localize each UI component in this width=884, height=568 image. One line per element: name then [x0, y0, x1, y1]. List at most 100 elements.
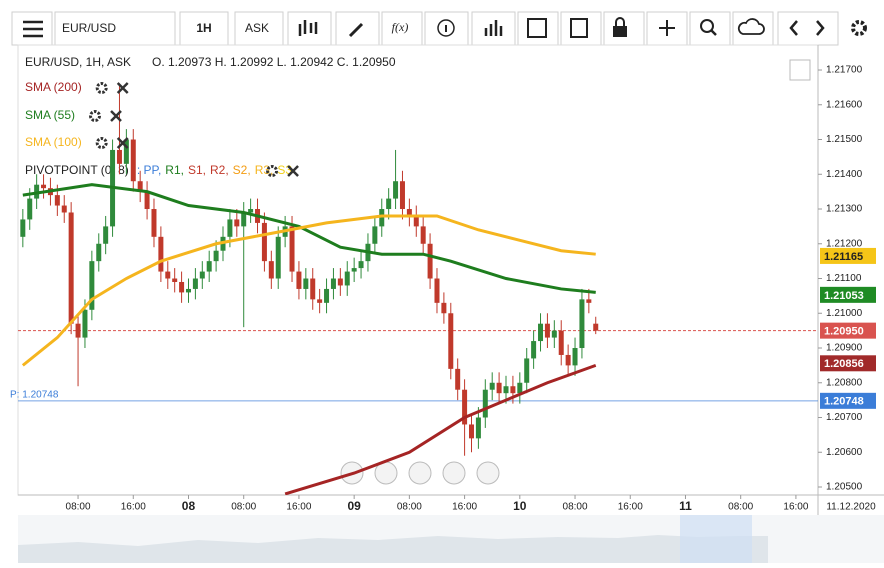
- candle-body: [517, 382, 523, 394]
- calendar-icon: [527, 18, 547, 38]
- zoom-icon: [710, 29, 717, 36]
- navigator-window[interactable]: [680, 515, 752, 563]
- zoom-button[interactable]: [689, 11, 731, 46]
- sma-line: [22, 183, 596, 294]
- candle-body: [165, 271, 171, 279]
- lock-icon: [615, 17, 625, 26]
- price-tag-label: 1.20748: [824, 396, 864, 408]
- info-icon: [437, 19, 455, 37]
- candle-body: [475, 417, 481, 439]
- x-tick-label: 08:00: [563, 502, 588, 513]
- x-tick-label: 16:00: [286, 502, 311, 513]
- candle-body: [593, 323, 599, 331]
- candle-body: [179, 281, 185, 293]
- pivot-settings: [266, 165, 279, 177]
- legend-entry: SMA (100): [25, 135, 82, 149]
- candle-body: [185, 288, 191, 293]
- candle-body: [482, 389, 488, 418]
- zoom-in-button[interactable]: [442, 461, 466, 485]
- price-tag: [820, 355, 876, 372]
- bars-icon: [484, 20, 503, 36]
- legend-settings[interactable]: [95, 137, 108, 149]
- calendar-button[interactable]: [517, 11, 559, 46]
- settings-icon[interactable]: [851, 20, 867, 36]
- legend-settings[interactable]: [89, 110, 102, 122]
- navigator-area: [18, 535, 768, 563]
- indicator-button[interactable]: [471, 11, 516, 46]
- popout-button[interactable]: [789, 59, 811, 81]
- candle-body: [61, 205, 67, 213]
- legend-remove[interactable]: [116, 82, 129, 94]
- y-tick-label: 1.20500: [826, 482, 863, 493]
- candle-body: [413, 215, 419, 227]
- candle-body: [406, 209, 412, 216]
- candle-body: [234, 219, 240, 227]
- news-icon: [570, 18, 588, 38]
- plot-area: [18, 83, 818, 495]
- candle-body: [379, 209, 385, 227]
- function-button[interactable]: [381, 11, 423, 46]
- candle-body: [289, 226, 295, 272]
- price-line-label: P: 1.20748: [10, 389, 59, 400]
- legend-header: EUR/USD, 1H, ASK: [25, 55, 131, 69]
- candle-body: [455, 368, 461, 390]
- news-button[interactable]: [560, 11, 602, 46]
- candle-body: [586, 299, 592, 303]
- y-tick-label: 1.21600: [826, 99, 863, 110]
- pivot-item: S2,: [233, 163, 251, 177]
- interval-button[interactable]: [179, 11, 229, 46]
- candle-body: [199, 271, 205, 279]
- candle-body: [206, 261, 212, 272]
- candle-body: [296, 271, 302, 289]
- x-tick-label: 08:00: [728, 502, 753, 513]
- candle-body: [489, 382, 495, 390]
- y-tick-label: 1.21200: [826, 238, 863, 249]
- legend-entry: SMA (55): [25, 108, 75, 122]
- chart-type-button[interactable]: [287, 11, 332, 46]
- crosshair-button[interactable]: [646, 11, 688, 46]
- pen-icon: [348, 22, 364, 38]
- y-tick-label: 1.21100: [826, 273, 862, 284]
- candle-body: [261, 222, 267, 262]
- candle-body: [579, 299, 585, 349]
- candle-body: [20, 219, 26, 237]
- candle-body: [538, 323, 544, 342]
- pivot-name: PIVOTPOINT (0, 8): [25, 163, 129, 177]
- candle-body: [386, 198, 392, 210]
- candle-body: [393, 181, 399, 199]
- candle-body: [441, 302, 447, 314]
- y-tick-label: 1.21000: [826, 308, 863, 319]
- candle-body: [544, 323, 550, 338]
- price-tag-label: 1.21053: [824, 290, 864, 302]
- candle-body: [372, 226, 378, 244]
- candle-body: [137, 181, 143, 192]
- candle-body: [151, 209, 157, 237]
- legend-settings[interactable]: [95, 82, 108, 94]
- legend-remove[interactable]: [116, 137, 129, 149]
- reset-button[interactable]: [408, 461, 432, 485]
- scroll-right-button[interactable]: [476, 461, 500, 485]
- x-tick-label: 16:00: [121, 502, 146, 513]
- menu-icon: [23, 20, 43, 38]
- candle-body: [116, 149, 122, 164]
- navigation-buttons[interactable]: [777, 11, 839, 46]
- candle-body: [317, 299, 323, 303]
- x-tick-label: 08:00: [397, 502, 422, 513]
- candle-body: [130, 139, 136, 182]
- price-tag-label: 1.20950: [824, 326, 864, 338]
- toolbar: EUR/USD 1H ASK f(x): [11, 11, 867, 46]
- candle-body: [468, 424, 474, 439]
- candle-body: [27, 198, 33, 220]
- x-tick-label: 08: [182, 499, 196, 513]
- price-tag: [820, 286, 876, 303]
- candle-body: [268, 261, 274, 279]
- legend-remove[interactable]: [110, 110, 122, 122]
- y-tick-label: 1.21400: [826, 169, 863, 180]
- pivot-legend: PIVOTPOINT (0, 8): PP, R1, S1, R2, S2, R3, S3: [25, 163, 292, 177]
- candle-body: [427, 243, 433, 279]
- zoom-icon: [700, 19, 714, 33]
- symbol-field[interactable]: [54, 11, 176, 46]
- y-tick-label: 1.21300: [826, 204, 863, 215]
- candle-body: [54, 195, 60, 206]
